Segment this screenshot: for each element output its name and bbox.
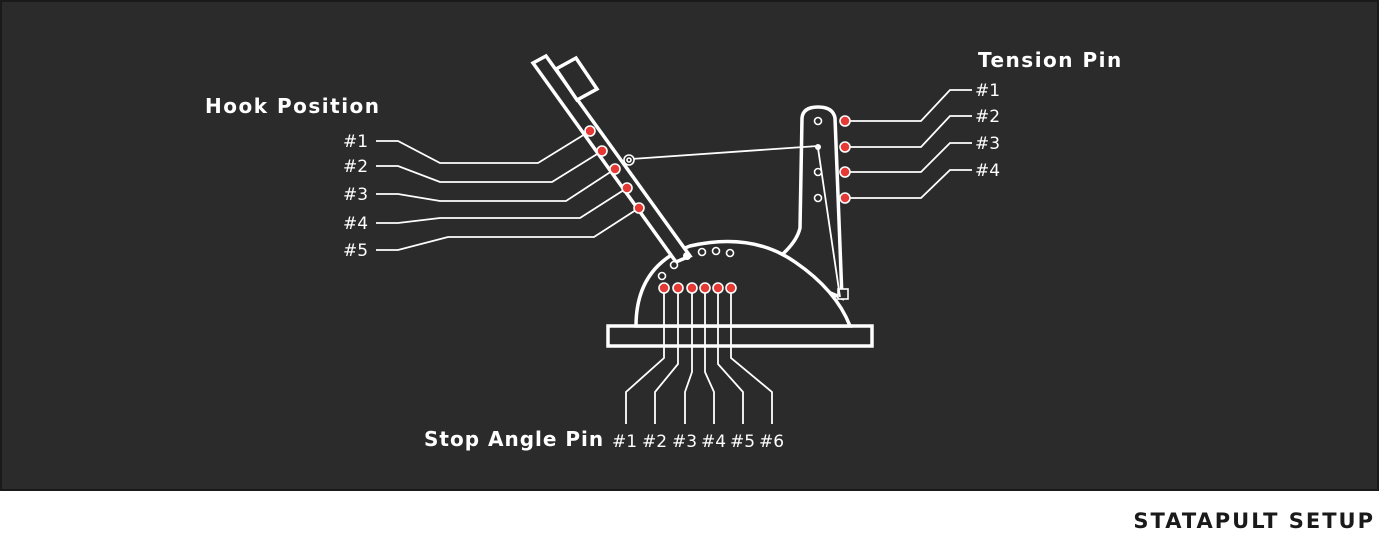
arm-bucket: [553, 55, 600, 103]
tension-pin-3: [839, 166, 851, 178]
stop-angle-callouts: #1 #2 #3 #4 #5 #6: [612, 282, 784, 452]
dome-hole: [669, 260, 679, 270]
hook-label-1: #1: [343, 132, 368, 152]
dome-hole: [697, 247, 707, 257]
pivot-bolt: [683, 252, 691, 260]
statapult-diagram: Hook Position #1 #2 #3 #4 #5 Tension Pin…: [0, 0, 1379, 491]
hook-leader-4: [376, 187, 628, 224]
dome-hole: [657, 271, 667, 281]
stop-label-5: #5: [730, 432, 755, 452]
tension-label-1: #1: [975, 81, 1000, 101]
hook-leader-2: [376, 150, 603, 183]
post-hole: [815, 144, 821, 150]
tension-leader-1: [845, 89, 972, 122]
stop-label-1: #1: [612, 432, 637, 452]
stop-leader-3: [684, 288, 693, 424]
hook-label-3: #3: [343, 185, 368, 205]
stop-pin-6: [725, 282, 737, 294]
stop-leader-4: [704, 288, 715, 424]
stop-leader-5: [717, 288, 744, 424]
rubber-band: [630, 145, 819, 160]
hook-label-2: #2: [343, 157, 368, 177]
tension-leader-2: [845, 115, 972, 148]
dome-hole: [711, 246, 721, 256]
hook-pin-2: [596, 145, 608, 157]
stop-pin-5: [712, 282, 724, 294]
dome-body: [634, 239, 853, 328]
stop-leader-2: [654, 288, 679, 424]
dome-hole: [725, 248, 735, 258]
band-hook-inner: [626, 157, 632, 163]
hook-leader-3: [376, 168, 616, 202]
tension-pin-title: Tension Pin: [978, 48, 1123, 72]
hook-leader-5: [376, 207, 640, 251]
hook-label-5: #5: [343, 241, 368, 261]
hook-pin-1: [584, 125, 596, 137]
stop-pin-1: [658, 282, 670, 294]
tension-label-3: #3: [975, 134, 1000, 154]
post-hole: [813, 193, 823, 203]
stop-label-6: #6: [759, 432, 784, 452]
hook-position-callouts: #1 #2 #3 #4 #5: [343, 125, 645, 261]
statapult-setup-title: STATAPULT SETUP: [1133, 509, 1375, 533]
tension-label-4: #4: [975, 161, 1000, 181]
base-plate: [606, 324, 874, 348]
tension-pin-1: [839, 115, 851, 127]
hook-pin-5: [633, 202, 645, 214]
tension-pin-2: [839, 141, 851, 153]
stop-angle-pin-title: Stop Angle Pin: [424, 427, 604, 451]
post-hole: [813, 167, 823, 177]
stop-label-2: #2: [642, 432, 667, 452]
stop-pin-4: [699, 282, 711, 294]
stop-label-3: #3: [672, 432, 697, 452]
hook-leader-1: [376, 130, 591, 164]
hook-label-4: #4: [343, 214, 368, 234]
stop-label-4: #4: [701, 432, 726, 452]
stop-pin-3: [686, 282, 698, 294]
stop-pin-2: [672, 282, 684, 294]
release-tab: [837, 288, 849, 300]
stop-leader-6: [730, 288, 773, 424]
stop-leader-1: [625, 288, 665, 424]
post-hole: [813, 116, 823, 126]
tension-pin-4: [839, 192, 851, 204]
tension-label-2: #2: [975, 107, 1000, 127]
tension-leader-4: [845, 169, 972, 199]
hook-pin-3: [609, 163, 621, 175]
tension-pin-callouts: #1 #2 #3 #4: [839, 81, 1000, 204]
tension-leader-3: [845, 142, 972, 173]
hook-position-title: Hook Position: [205, 94, 381, 118]
hook-pin-4: [621, 182, 633, 194]
